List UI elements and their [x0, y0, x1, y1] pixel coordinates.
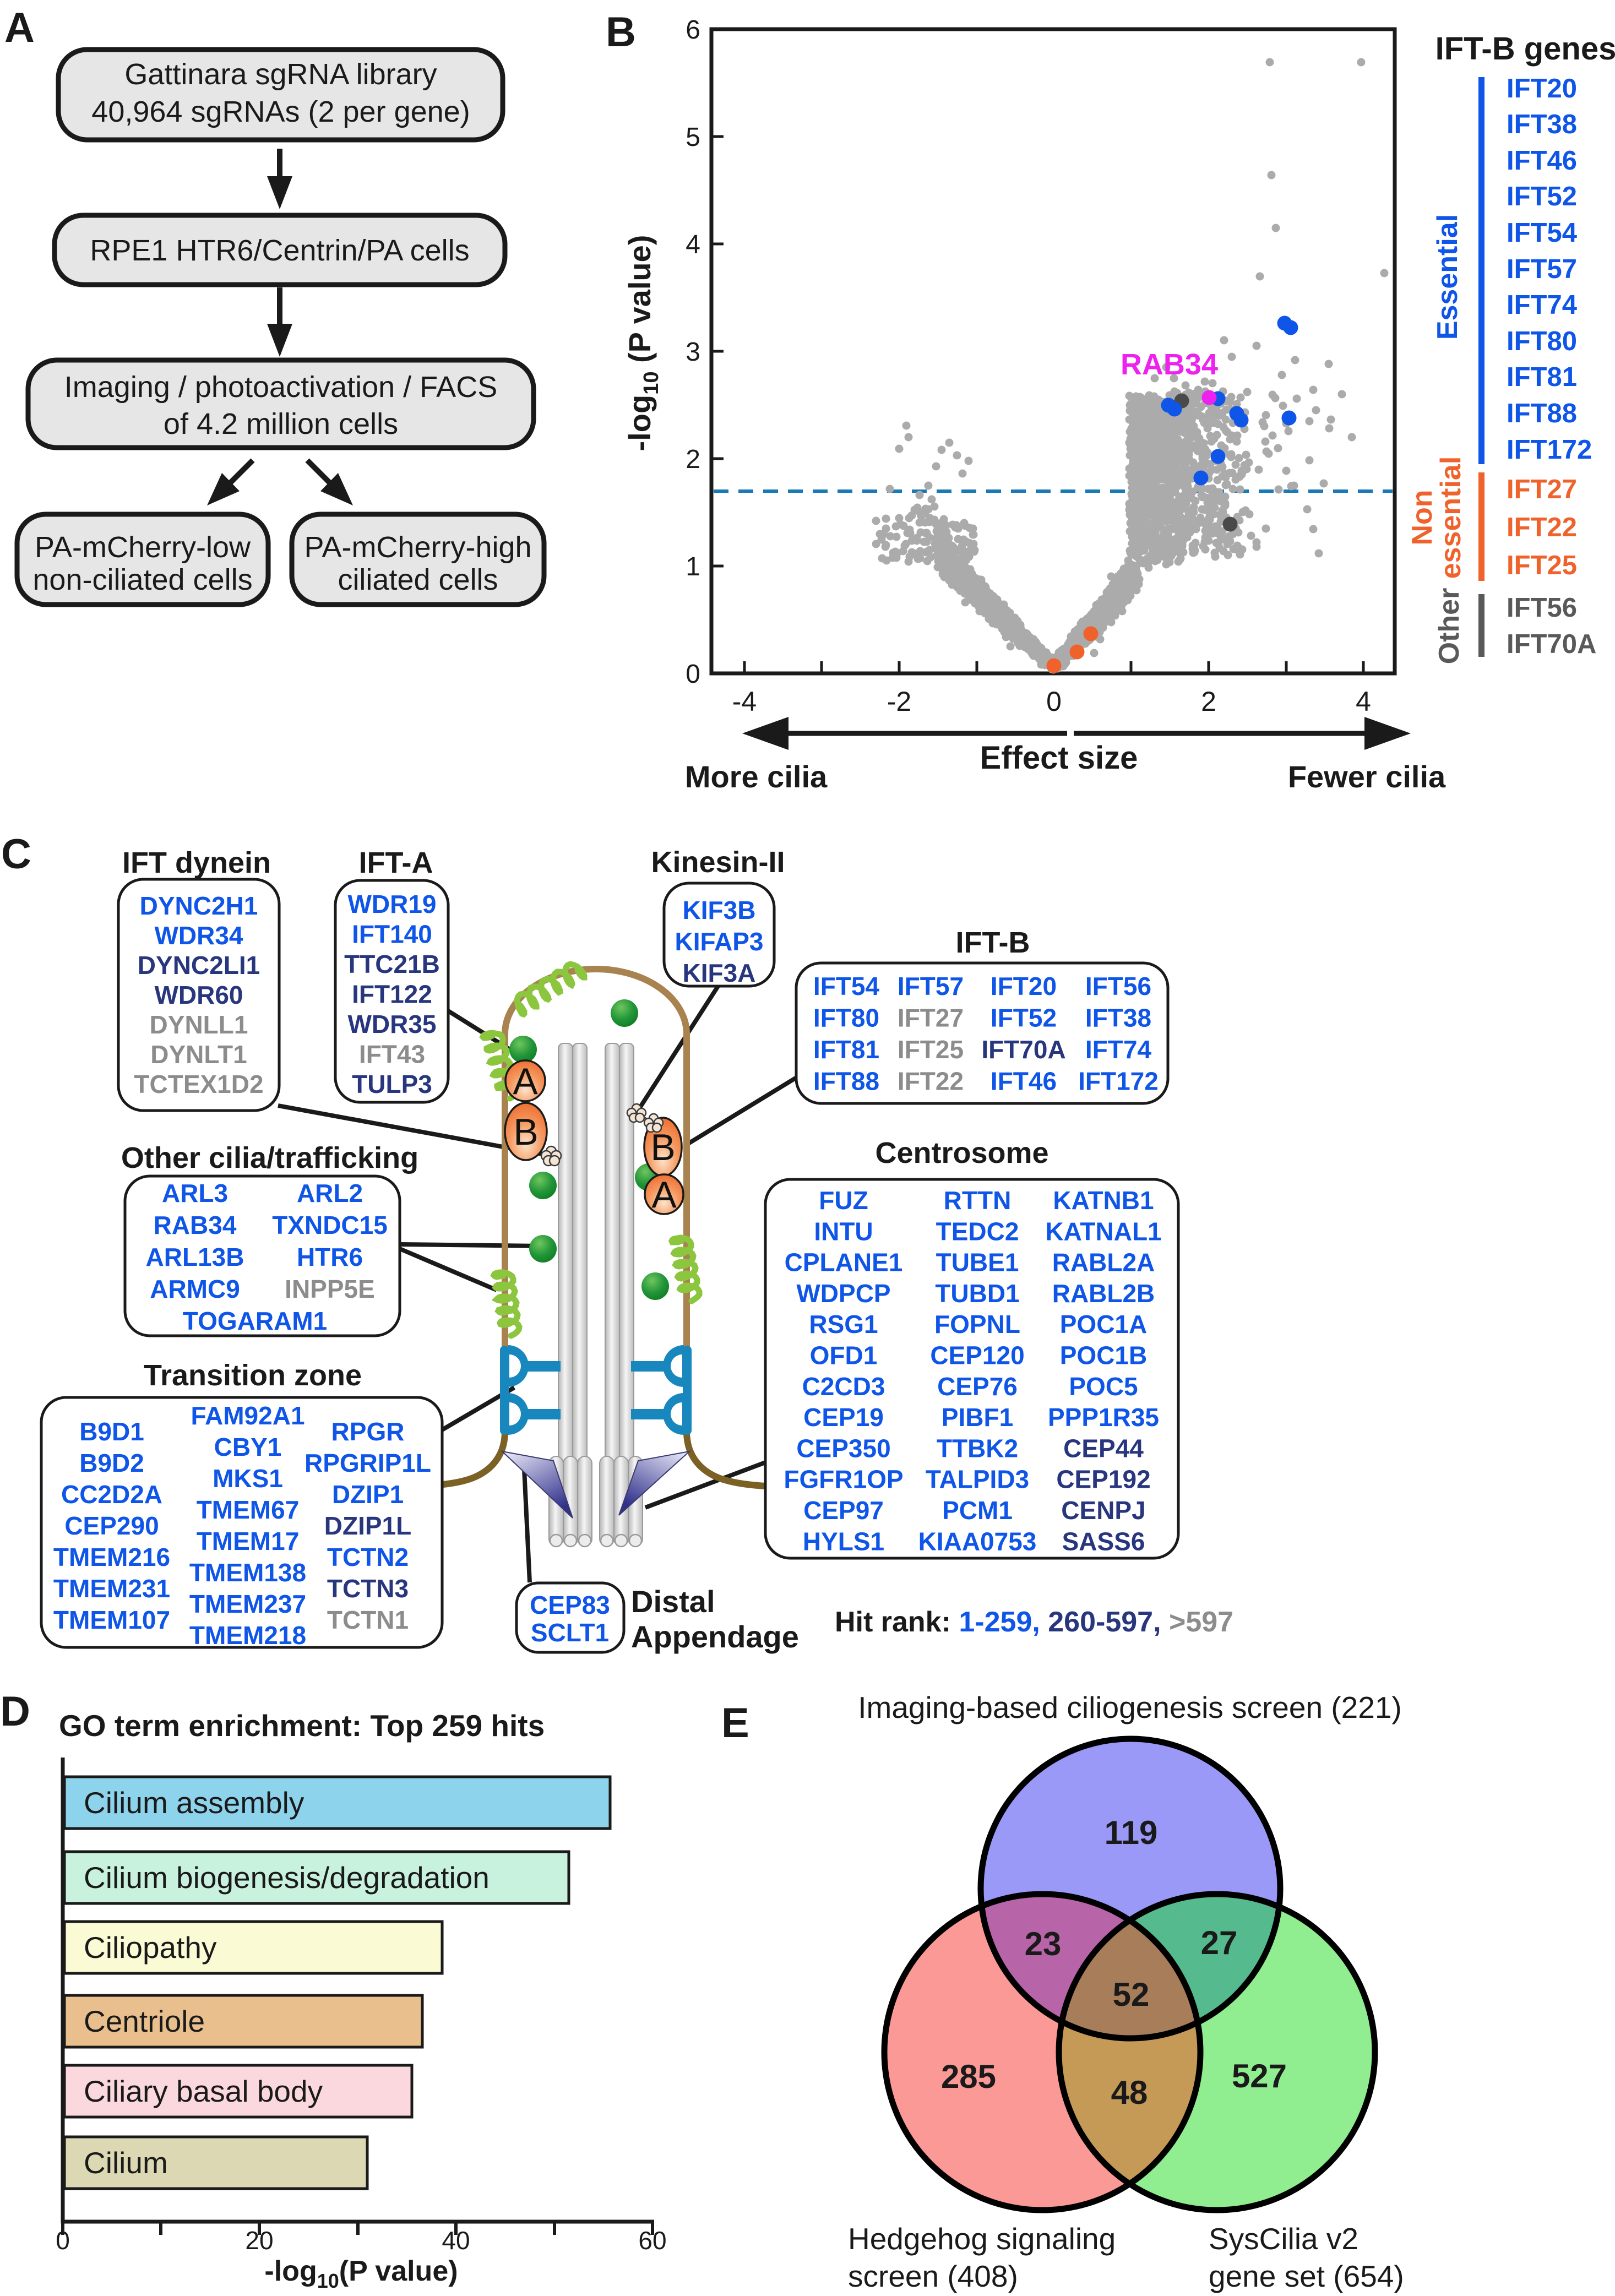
- svg-text:2: 2: [686, 445, 700, 474]
- svg-text:B: B: [606, 9, 636, 56]
- svg-text:4: 4: [1356, 686, 1371, 717]
- svg-text:A: A: [4, 4, 35, 51]
- svg-text:0: 0: [686, 660, 700, 689]
- svg-text:-log10 (P value): -log10 (P value): [622, 235, 663, 451]
- svg-text:-2: -2: [887, 686, 911, 717]
- svg-text:RPE1 HTR6/Centrin/PA cells: RPE1 HTR6/Centrin/PA cells: [90, 234, 469, 267]
- svg-text:PA-mCherry-high: PA-mCherry-high: [304, 531, 531, 564]
- svg-text:ciliated cells: ciliated cells: [338, 563, 498, 596]
- svg-text:2: 2: [1201, 686, 1216, 717]
- svg-text:of 4.2 million cells: of 4.2 million cells: [164, 407, 398, 440]
- svg-text:Gattinara sgRNA library: Gattinara sgRNA library: [124, 58, 437, 91]
- svg-text:5: 5: [686, 123, 700, 152]
- svg-text:6: 6: [686, 15, 700, 45]
- svg-text:PA-mCherry-low: PA-mCherry-low: [35, 531, 251, 564]
- svg-text:40,964 sgRNAs (2 per gene): 40,964 sgRNAs (2 per gene): [91, 95, 470, 128]
- svg-text:-4: -4: [732, 686, 757, 717]
- svg-text:Imaging / photoactivation / FA: Imaging / photoactivation / FACS: [64, 371, 497, 404]
- svg-text:non-ciliated cells: non-ciliated cells: [32, 563, 252, 596]
- svg-text:1: 1: [686, 552, 700, 581]
- svg-text:3: 3: [686, 338, 700, 367]
- svg-text:4: 4: [686, 230, 700, 259]
- svg-text:0: 0: [1046, 686, 1062, 717]
